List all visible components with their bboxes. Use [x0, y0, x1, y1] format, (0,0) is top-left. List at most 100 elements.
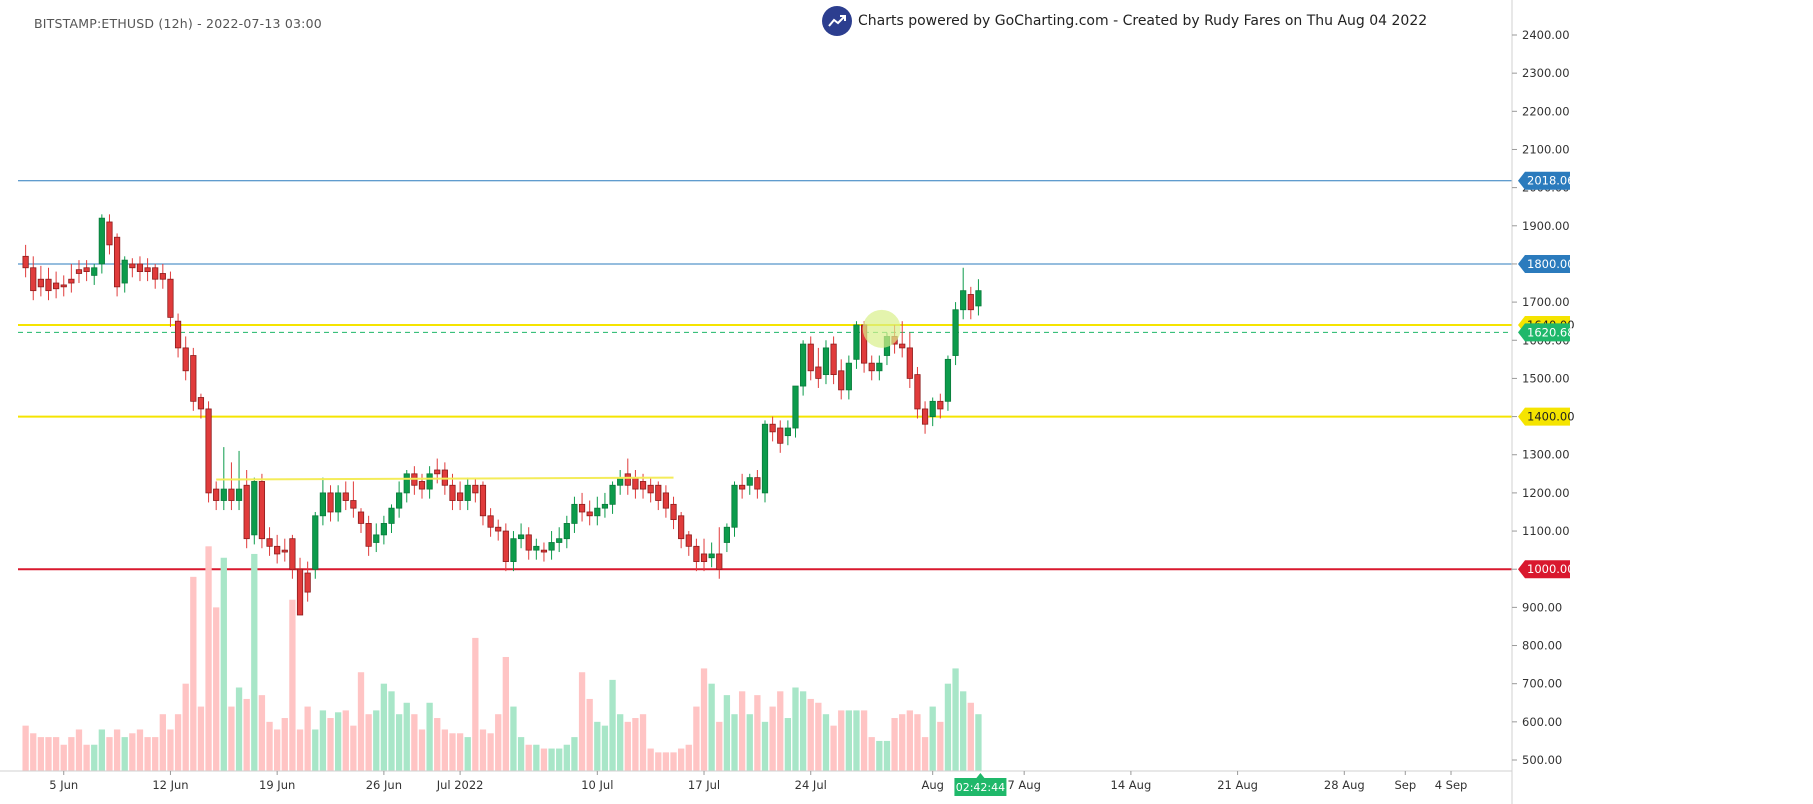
candle-body — [777, 427, 784, 444]
volume-bar — [533, 744, 540, 771]
price-label-1620.68: 1620.68 — [1518, 323, 1575, 342]
chart-trend-icon — [822, 6, 852, 36]
candle-body — [197, 397, 205, 410]
price-label-1800.00: 1800.00 — [1518, 254, 1575, 273]
volume-bar — [830, 725, 837, 771]
volume-bar — [449, 733, 456, 771]
volume-bar — [883, 740, 891, 771]
candle-body — [357, 511, 365, 524]
credit-text: Charts powered by GoCharting.com - Creat… — [858, 13, 1428, 29]
volume-bar — [822, 714, 830, 771]
volume-bar — [853, 710, 860, 771]
volume-bar — [426, 702, 433, 771]
candle-body — [75, 269, 83, 274]
volume-bar — [678, 748, 685, 771]
price-level-lines — [18, 180, 1512, 571]
price-tick-label: 700.00 — [1522, 677, 1562, 691]
time-tick-label: 28 Aug — [1324, 778, 1365, 792]
volume-bar — [761, 721, 769, 771]
candle-body — [152, 267, 159, 280]
volume-bar — [327, 718, 334, 771]
volume-bar — [60, 744, 67, 771]
volume-bars — [22, 546, 982, 771]
candle-body — [45, 278, 52, 292]
candle-body — [670, 503, 677, 521]
price-label-bg — [1518, 323, 1570, 342]
time-tick-label: 14 Aug — [1111, 778, 1152, 792]
candle-body — [731, 484, 738, 528]
volume-bar — [609, 679, 616, 771]
candle-body — [693, 545, 700, 562]
volume-bar — [228, 706, 235, 771]
candle-body — [708, 553, 715, 559]
time-tick-label: Sep — [1394, 778, 1416, 792]
volume-bar — [197, 706, 205, 771]
time-axis[interactable]: 5 Jun 12 Jun 19 Jun 26 Jun Jul 2022 10 Jul 17 … — [49, 771, 1467, 796]
volume-bar — [243, 698, 250, 771]
time-tick-label: 19 Jun — [259, 778, 295, 792]
candle-body — [403, 473, 410, 494]
volume-bar — [967, 702, 974, 771]
symbol-label: BITSTAMP:ETHUSD (12h) - 2022-07-13 03:00 — [34, 16, 322, 31]
candle-body — [380, 523, 387, 536]
countdown-badge: 02:42:44 — [954, 773, 1007, 796]
volume-bar — [784, 718, 792, 771]
volume-bar — [906, 710, 913, 771]
volume-bar — [891, 718, 898, 771]
volume-bar — [83, 744, 90, 771]
price-label-1400.00: 1400.00 — [1518, 407, 1575, 426]
candle-body — [136, 263, 144, 272]
volume-bar — [235, 687, 243, 771]
volume-bar — [456, 733, 464, 771]
volume-bar — [517, 737, 525, 771]
candle-body — [853, 324, 860, 360]
time-tick-label: 21 Aug — [1217, 778, 1258, 792]
price-tick-label: 1700.00 — [1522, 295, 1570, 309]
price-label-1000.00: 1000.00 — [1518, 560, 1575, 579]
price-tick-label: 2400.00 — [1522, 28, 1570, 42]
candle-body — [68, 278, 75, 284]
volume-bar — [525, 744, 532, 771]
countdown-bg — [954, 778, 1007, 796]
candle-body — [586, 511, 593, 517]
volume-bar — [334, 712, 342, 771]
volume-bar — [944, 683, 952, 771]
volume-bar — [380, 683, 388, 771]
volume-bar — [495, 714, 502, 771]
candle-body — [807, 343, 814, 372]
volume-bar — [411, 714, 418, 771]
candle-body — [937, 400, 944, 410]
candle-body — [350, 500, 357, 509]
candle-body — [639, 481, 647, 490]
price-label-bg — [1518, 407, 1570, 426]
candle-body — [906, 347, 913, 379]
price-tick-label: 1100.00 — [1522, 524, 1570, 538]
volume-bar — [921, 737, 929, 771]
candle-body — [784, 427, 791, 437]
volume-bar — [75, 729, 83, 771]
volume-bar — [129, 733, 136, 771]
volume-bar — [357, 672, 365, 771]
candle-body — [495, 526, 502, 532]
volume-bar — [563, 744, 570, 771]
price-axis[interactable]: 2400.002300.002200.002100.002000.001900.… — [0, 0, 1575, 804]
candle-body — [632, 477, 639, 490]
volume-bar — [860, 710, 868, 771]
highlight-circle — [862, 309, 901, 348]
volume-bar — [670, 752, 677, 771]
candle-body — [396, 492, 403, 509]
candle-body — [594, 507, 601, 517]
volume-bar — [487, 733, 494, 771]
volume-bar — [655, 752, 662, 771]
volume-bar — [205, 546, 212, 771]
candle-body — [761, 423, 769, 494]
candle-body — [235, 488, 243, 501]
candle-body — [914, 374, 921, 410]
candle-body — [121, 259, 128, 284]
candle-body — [548, 542, 555, 551]
price-label-text: 1800.00 — [1527, 257, 1575, 271]
price-label-bg — [1518, 254, 1570, 273]
volume-bar — [647, 748, 654, 771]
candle-body — [952, 309, 959, 356]
